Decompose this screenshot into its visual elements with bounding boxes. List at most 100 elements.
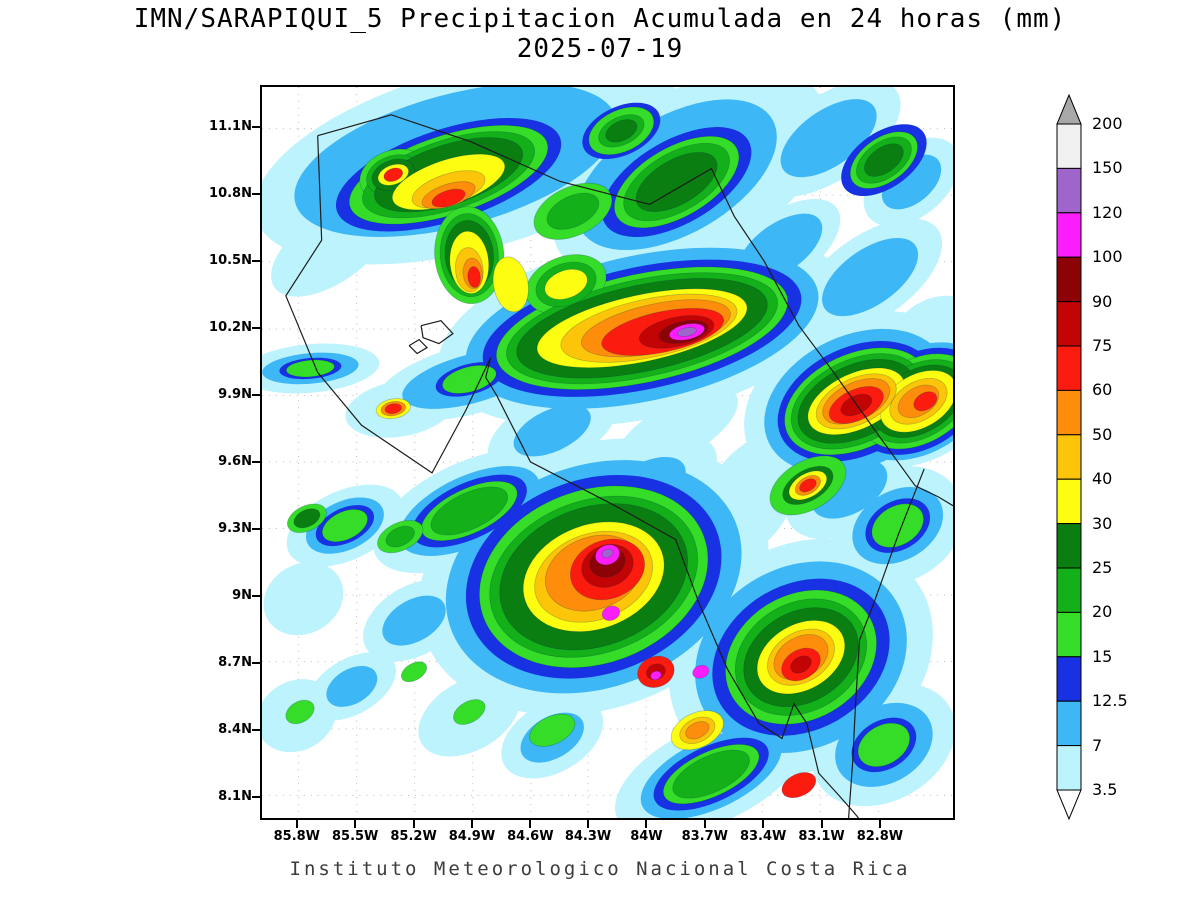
precip-cell [544, 268, 588, 300]
precip-cell [492, 256, 529, 313]
precip-cell [822, 238, 919, 317]
colorbar-band [1056, 523, 1082, 569]
chart-date: 2025-07-19 [516, 34, 684, 64]
y-axis-label: 8.7N [218, 654, 252, 670]
y-axis-tick [252, 661, 260, 664]
precip-cell [857, 722, 911, 768]
coastline [408, 338, 429, 355]
precip-cell [385, 525, 415, 548]
precip-cell [321, 508, 369, 543]
precip-cell [529, 713, 576, 747]
precip-cell [263, 562, 344, 636]
colorbar-level-label: 3.5 [1092, 780, 1118, 799]
precip-cell [677, 326, 697, 337]
colorbar-arrow-top [1056, 94, 1082, 125]
precip-cell [913, 391, 938, 412]
colorbar-level-label: 7 [1092, 735, 1103, 755]
precip-cell [382, 595, 446, 646]
x-axis-tick [295, 820, 298, 828]
colorbar-level-label: 12.5 [1092, 691, 1128, 711]
y-axis-label: 11.1N [209, 118, 252, 134]
x-axis-label: 85.8W [273, 829, 321, 844]
colorbar-level-label: 30 [1092, 513, 1113, 533]
x-axis-tick [529, 820, 532, 828]
chart-title: IMN/SARAPIQUI_5 Precipitacion Acumulada … [133, 4, 1067, 34]
precip-cell [467, 266, 481, 288]
colorbar-level-label: 40 [1092, 469, 1113, 489]
y-axis-label: 10.2N [209, 320, 252, 336]
precip-cell [864, 143, 904, 177]
coastline [317, 114, 953, 507]
y-axis-label: 10.5N [209, 252, 252, 268]
precip-cell [601, 548, 614, 559]
precip-cell [546, 192, 600, 230]
x-axis-tick [820, 820, 823, 828]
precip-cell [780, 99, 877, 178]
y-axis-tick [252, 461, 260, 464]
y-axis-tick [252, 192, 260, 195]
precip-cell [400, 661, 428, 683]
precip-cell [293, 508, 321, 529]
x-axis-tick [703, 820, 706, 828]
colorbar-band [1056, 700, 1082, 747]
colorbar-band [1056, 567, 1082, 613]
map-frame [260, 85, 955, 820]
precip-cell [601, 605, 621, 621]
precip-cell [871, 503, 924, 548]
x-axis-label: 85.5W [331, 829, 379, 844]
colorbar-band [1056, 212, 1082, 258]
colorbar-band [1056, 256, 1082, 303]
precip-cell [692, 664, 710, 679]
coastline [285, 135, 859, 818]
colorbar-level-label: 20 [1092, 602, 1113, 622]
y-axis-label: 8.4N [218, 722, 252, 738]
x-axis-tick [878, 820, 881, 828]
colorbar-level-label: 120 [1092, 202, 1123, 222]
colorbar-band [1056, 745, 1082, 791]
precip-cell [430, 486, 509, 536]
y-axis-tick [252, 394, 260, 397]
colorbar-band [1056, 389, 1082, 436]
y-axis-tick [252, 594, 260, 597]
x-axis-tick [762, 820, 765, 828]
colorbar-band [1056, 345, 1082, 391]
colorbar-level-label: 50 [1092, 424, 1113, 444]
coastline [420, 320, 454, 345]
precip-cell [650, 670, 662, 681]
precip-cell [453, 699, 486, 725]
precip-cell [442, 364, 497, 394]
colorbar-band [1056, 611, 1082, 658]
x-axis-tick [470, 820, 473, 828]
y-axis-tick [252, 796, 260, 799]
precip-cell [513, 404, 591, 457]
precip-cell [384, 403, 402, 415]
colorbar-scale [1056, 94, 1082, 820]
precip-cell [431, 188, 466, 208]
y-axis-tick [252, 125, 260, 128]
precip-cell [790, 655, 812, 674]
x-axis-label: 82.8W [856, 829, 904, 844]
colorbar-level-label: 150 [1092, 158, 1123, 178]
y-axis-tick [252, 527, 260, 530]
y-axis-tick [252, 259, 260, 262]
x-axis-label: 84W [630, 829, 663, 844]
colorbar-band [1056, 167, 1082, 214]
x-axis-tick [645, 820, 648, 828]
x-axis-label: 84.6W [507, 829, 554, 844]
colorbar-arrow-bottom [1056, 789, 1082, 820]
colorbar-level-label: 15 [1092, 646, 1113, 666]
colorbar-band [1056, 656, 1082, 702]
colorbar-level-label: 200 [1092, 114, 1123, 133]
precip-cell [615, 388, 739, 473]
precip-cell [326, 665, 378, 707]
x-axis-label: 85.2W [390, 829, 437, 844]
x-axis-tick [412, 820, 415, 828]
y-axis-label: 9.6N [218, 454, 252, 470]
x-axis-tick [354, 820, 357, 828]
y-axis-label: 9.3N [218, 520, 252, 536]
x-axis-label: 83.1W [798, 829, 845, 844]
precip-cell [672, 749, 750, 799]
colorbar-level-label: 75 [1092, 336, 1113, 355]
colorbar-band [1056, 434, 1082, 480]
x-axis-tick [587, 820, 590, 828]
